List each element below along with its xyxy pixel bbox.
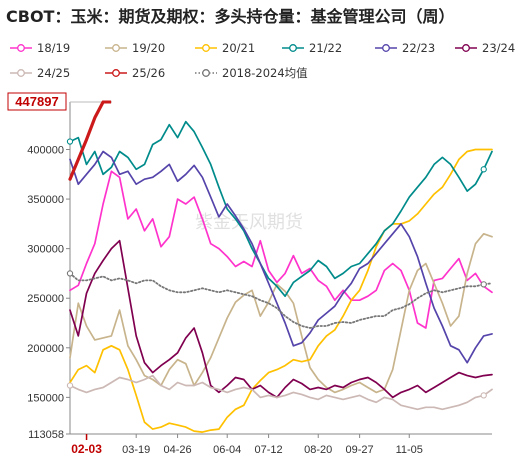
legend-swatch-marker [112, 69, 120, 77]
y-tick-label: 400000 [27, 144, 64, 156]
x-tick-label: 08-20 [304, 444, 332, 456]
y-tick-label: 300000 [27, 244, 64, 256]
chart-title: CBOT：玉米：期货及期权：多头持仓量：基金管理公司（周） [6, 7, 454, 26]
legend-item[interactable]: 23/24 [455, 41, 515, 55]
series-18/19 [69, 170, 493, 329]
series-marker [66, 270, 74, 277]
series-marker [66, 138, 74, 145]
legend-label: 21/22 [309, 41, 342, 55]
legend-swatch-marker [462, 44, 470, 52]
x-tick-label: 06-04 [213, 444, 241, 456]
legend-item[interactable]: 22/23 [375, 41, 435, 55]
series-20/21 [69, 148, 493, 433]
legend-swatch-marker [202, 69, 210, 77]
legend-item[interactable]: 2018-2024均值 [195, 66, 308, 80]
legend-item[interactable]: 19/20 [105, 41, 165, 55]
legend-swatch-marker [202, 44, 210, 52]
legend-label: 18/19 [37, 41, 70, 55]
x-tick-label: 04-26 [163, 444, 191, 456]
series-line [69, 148, 493, 433]
legend-item[interactable]: 20/21 [195, 41, 255, 55]
series-marker [66, 382, 74, 389]
x-tick-label: 11-05 [396, 444, 423, 456]
legend-label: 20/21 [222, 41, 255, 55]
series-line [69, 239, 493, 399]
series-line [68, 100, 105, 181]
series-marker [480, 166, 487, 173]
y-tick-label: 200000 [27, 343, 64, 355]
y-max-box [7, 92, 67, 111]
legend-label: 25/26 [132, 66, 165, 80]
x-tick-label: 03-19 [122, 444, 150, 456]
series-marker [480, 392, 487, 399]
series-22/23 [69, 150, 493, 364]
legend-swatch-marker [112, 44, 120, 52]
series-line [69, 272, 493, 329]
y-tick-label: 150000 [27, 392, 64, 404]
series-19/20 [69, 232, 493, 394]
series-25/26 [68, 100, 105, 181]
legend-item[interactable]: 25/26 [105, 66, 165, 80]
series-23/24 [69, 239, 493, 399]
series-24/25 [66, 374, 493, 411]
legend-label: 23/24 [482, 41, 515, 55]
legend-swatch-marker [382, 44, 390, 52]
legend-item[interactable]: 18/19 [10, 41, 70, 55]
series-line [69, 150, 493, 364]
x-tick-label-highlight: 02-03 [71, 442, 102, 456]
legend-item[interactable]: 24/25 [10, 66, 70, 80]
series-2018-2024均值 [66, 270, 493, 329]
x-tick-label: 09-27 [346, 444, 374, 456]
y-tick-label: 113058 [28, 429, 64, 441]
axes: 113058 150000 200000 250000 300000 350000 4000… [7, 92, 492, 456]
x-tick-label: 07-12 [255, 444, 283, 456]
legend-label: 19/20 [132, 41, 165, 55]
legend-swatch-marker [17, 44, 25, 52]
legend: 18/19 19/20 20/21 21/22 22/23 23/24 24/25 25/26… [10, 41, 515, 80]
series-21/22 [66, 120, 493, 298]
y-max-label: 447897 [15, 94, 58, 109]
legend-label: 22/23 [402, 41, 435, 55]
legend-swatch-marker [289, 44, 297, 52]
legend-label: 24/25 [37, 66, 70, 80]
y-tick-label: 250000 [27, 293, 64, 305]
plot-area [66, 100, 493, 433]
legend-item[interactable]: 21/22 [282, 41, 342, 55]
series-line [69, 374, 493, 411]
y-tick-label: 350000 [27, 194, 64, 206]
series-line [69, 232, 493, 394]
series-line [69, 120, 493, 298]
watermark-text: 紫金天风期货 [195, 212, 303, 233]
series-marker [480, 281, 487, 288]
series-line [69, 170, 493, 329]
legend-swatch-marker [17, 69, 25, 77]
legend-label: 2018-2024均值 [222, 66, 308, 80]
